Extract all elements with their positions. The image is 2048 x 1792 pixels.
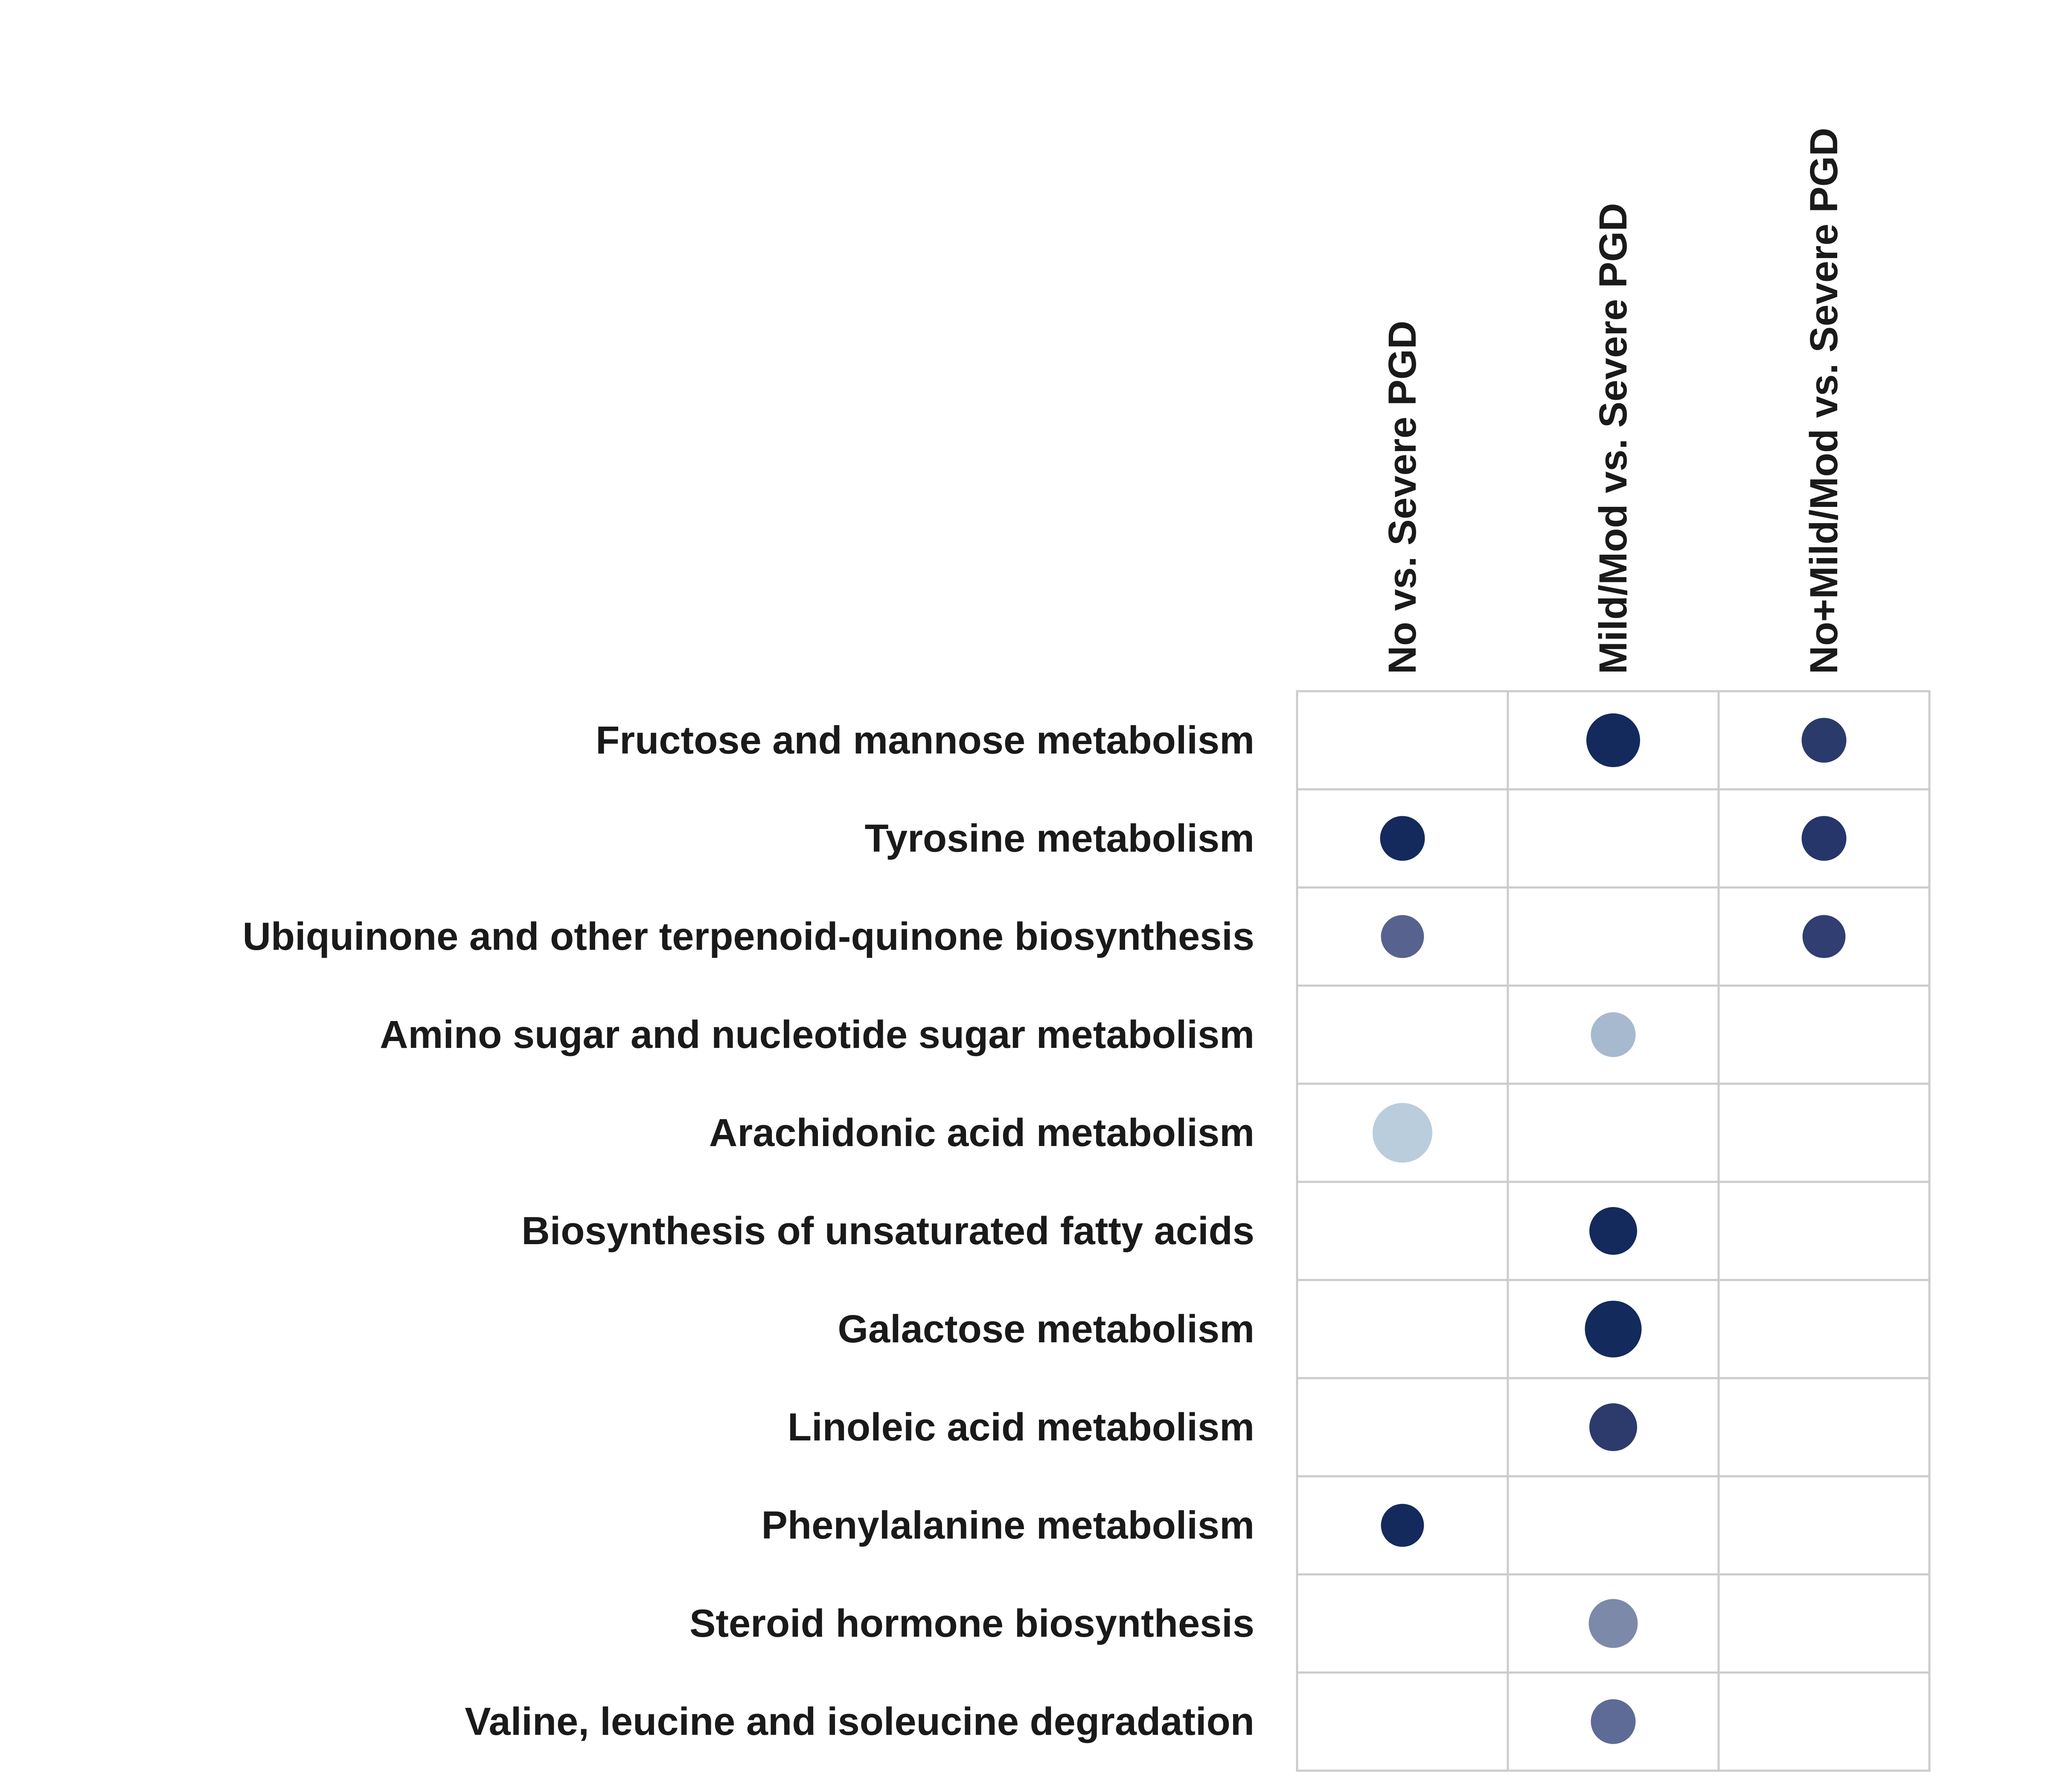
- dot-point: [1802, 915, 1846, 958]
- row-label: Tyrosine metabolism: [865, 817, 1254, 860]
- dot-point: [1381, 1504, 1424, 1547]
- dot-point: [1589, 1207, 1637, 1255]
- dot-point: [1380, 816, 1425, 861]
- dot-point: [1801, 718, 1847, 763]
- dots: [1373, 713, 1847, 1744]
- dot-point: [1591, 1699, 1636, 1744]
- dot-point: [1589, 1403, 1637, 1451]
- row-label: Arachidonic acid metabolism: [709, 1111, 1254, 1155]
- row-label: Steroid hormone biosynthesis: [689, 1602, 1254, 1645]
- column-label: Mild/Mod vs. Severe PGD: [1591, 203, 1635, 674]
- row-label: Biosynthesis of unsaturated fatty acids: [521, 1209, 1254, 1253]
- column-label: No+Mild/Mod vs. Severe PGD: [1802, 128, 1846, 674]
- dot-point: [1588, 1599, 1638, 1648]
- column-labels: No vs. Severe PGD Mild/Mod vs. Severe PGD…: [1381, 128, 1846, 674]
- grid: [1296, 690, 1931, 1772]
- row-label: Amino sugar and nucleotide sugar metabol…: [380, 1013, 1254, 1056]
- row-label: Phenylalanine metabolism: [762, 1504, 1254, 1547]
- row-label: Ubiquinone and other terpenoid-quinone b…: [242, 915, 1254, 958]
- dot-point: [1586, 713, 1640, 767]
- row-label: Galactose metabolism: [838, 1307, 1254, 1351]
- row-label: Valine, leucine and isoleucine degradati…: [465, 1700, 1254, 1743]
- row-label: Fructose and mannose metabolism: [596, 719, 1254, 762]
- dot-point: [1585, 1300, 1642, 1358]
- row-label: Linoleic acid metabolism: [788, 1405, 1254, 1449]
- dot-point: [1381, 915, 1424, 958]
- row-labels: Fructose and mannose metabolism Tyrosine …: [242, 719, 1254, 1743]
- dot-point: [1373, 1103, 1432, 1163]
- dot-point: [1801, 816, 1847, 861]
- grid-border: [1296, 690, 1931, 1772]
- dot-point: [1591, 1012, 1636, 1057]
- column-label: No vs. Severe PGD: [1381, 321, 1424, 674]
